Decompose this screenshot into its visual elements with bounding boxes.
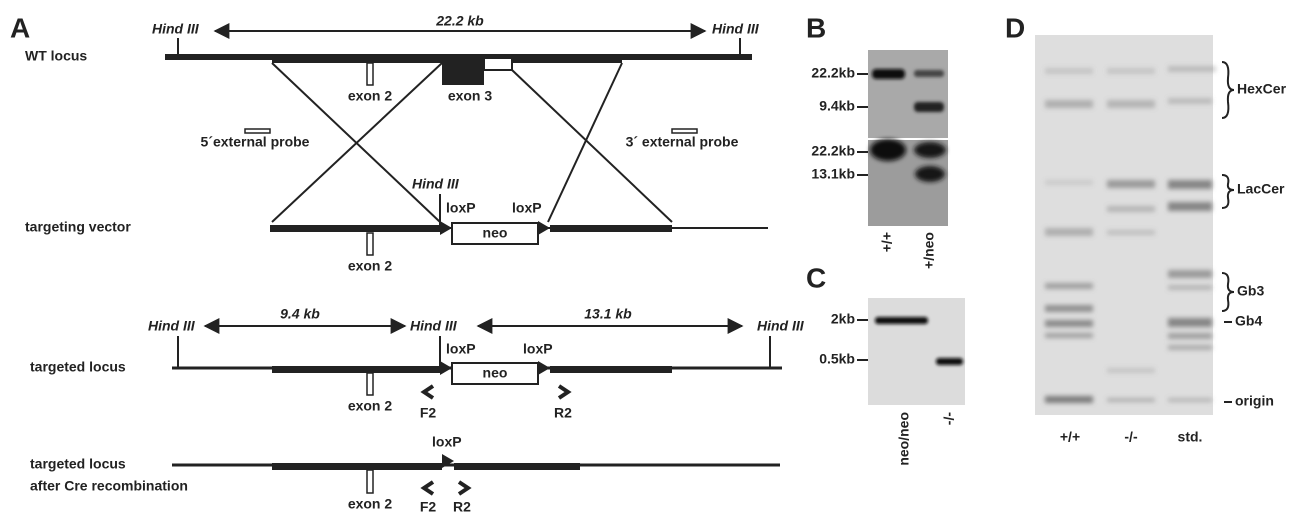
probe-label: 5´external probe <box>201 134 310 150</box>
targeting-vector: targeting vector Hind III loxP loxP neo … <box>25 176 768 274</box>
site-label: Hind III <box>412 176 460 192</box>
site-label: Hind III <box>152 21 200 37</box>
lane-label: +/neo <box>921 232 937 269</box>
band-label: Gb3 <box>1237 283 1264 299</box>
panel-d: D HexCer LacCer Gb3 Gb4 origin +/+ -/- s… <box>1005 12 1287 444</box>
row-label: targeted locus <box>30 456 126 472</box>
loxp-label: loxP <box>432 434 462 450</box>
probe-label: 3´ external probe <box>626 134 739 150</box>
lane-label: -/- <box>941 412 957 426</box>
site-label: Hind III <box>148 318 196 334</box>
figure: A WT locus Hind III Hind III 22.2 kb exo… <box>0 0 1316 516</box>
row-label: WT locus <box>25 48 87 64</box>
exon-label: exon 2 <box>348 398 393 414</box>
neo-label: neo <box>483 225 508 241</box>
primer-label: R2 <box>554 405 572 421</box>
cre-locus: targeted locus after Cre recombination l… <box>30 434 780 515</box>
marker-label: 2kb <box>831 311 855 327</box>
primer-label: R2 <box>453 499 471 515</box>
loxp-label: loxP <box>446 200 476 216</box>
lane-label: +/+ <box>1060 429 1080 445</box>
exon-label: exon 2 <box>348 496 393 512</box>
row-label: targeting vector <box>25 219 131 235</box>
primer-label: F2 <box>420 499 437 515</box>
site-label: Hind III <box>712 21 760 37</box>
blot <box>868 50 948 138</box>
marker-label: 22.2kb <box>811 143 855 159</box>
distance-label: 22.2 kb <box>435 13 484 29</box>
distance-label: 13.1 kb <box>584 306 632 322</box>
marker-label: 0.5kb <box>819 351 855 367</box>
tlc-plate <box>1035 35 1213 415</box>
panel-label: C <box>806 262 826 293</box>
panel-label: B <box>806 12 826 43</box>
loxp-label: loxP <box>523 341 553 357</box>
neo-label: neo <box>483 365 508 381</box>
panel-label: D <box>1005 12 1025 43</box>
panel-label: A <box>10 12 30 43</box>
marker-label: 9.4kb <box>819 98 855 114</box>
primer-label: F2 <box>420 405 437 421</box>
distance-label: 9.4 kb <box>280 306 320 322</box>
marker-label: 13.1kb <box>811 166 855 182</box>
band-label: Gb4 <box>1235 313 1262 329</box>
lane-label: +/+ <box>879 232 895 252</box>
site-label: Hind III <box>757 318 805 334</box>
site-label: Hind III <box>410 318 458 334</box>
band-label: origin <box>1235 393 1274 409</box>
band-label: HexCer <box>1237 81 1287 97</box>
exon-label: exon 3 <box>448 88 493 104</box>
panel-b: B 22.2kb 9.4kb 22.2kb 13.1kb +/+ +/neo <box>806 12 948 269</box>
exon-label: exon 2 <box>348 88 393 104</box>
loxp-label: loxP <box>446 341 476 357</box>
exon-label: exon 2 <box>348 258 393 274</box>
row-label: targeted locus <box>30 359 126 375</box>
row-label: after Cre recombination <box>30 478 188 494</box>
wt-locus: WT locus Hind III Hind III 22.2 kb exon … <box>25 13 760 222</box>
lane-label: std. <box>1178 429 1203 445</box>
gel <box>868 298 965 405</box>
marker-label: 22.2kb <box>811 65 855 81</box>
loxp-label: loxP <box>512 200 542 216</box>
panel-c: C 2kb 0.5kb neo/neo -/- <box>806 262 965 465</box>
targeted-locus: targeted locus Hind III Hind III Hind II… <box>30 306 805 421</box>
band-label: LacCer <box>1237 181 1285 197</box>
lane-label: neo/neo <box>896 412 912 466</box>
lane-label: -/- <box>1124 429 1138 445</box>
